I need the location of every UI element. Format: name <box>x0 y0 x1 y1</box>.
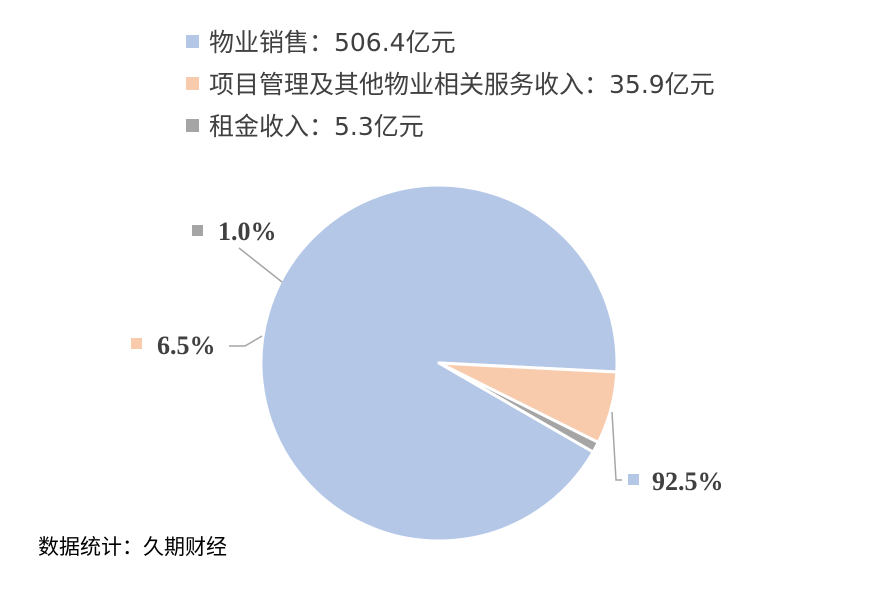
legend-swatch-project-management <box>186 76 199 90</box>
leader-line-rental-income <box>238 247 283 283</box>
legend-label-property-sales: 物业销售：506.4亿元 <box>209 28 456 57</box>
data-label-property-sales: 92.5% <box>652 467 724 496</box>
pie-slice-property-sales <box>259 183 619 543</box>
data-label-rental-income: 1.0% <box>218 217 277 246</box>
legend-swatch-rental-income <box>186 118 199 132</box>
legend-label-project-management: 项目管理及其他物业相关服务收入：35.9亿元 <box>209 70 715 99</box>
leader-line-property-sales <box>611 411 622 481</box>
legend-item-project-management: 项目管理及其他物业相关服务收入：35.9亿元 <box>186 62 715 104</box>
legend-label-rental-income: 租金收入：5.3亿元 <box>209 112 424 141</box>
data-label-swatch-project-management <box>131 338 142 349</box>
legend-item-property-sales: 物业销售：506.4亿元 <box>186 20 715 62</box>
pie-slice-rental-income <box>437 361 600 454</box>
data-label-swatch-property-sales <box>628 474 639 485</box>
source-note: 数据统计：久期财经 <box>38 535 227 559</box>
data-label-project-management: 6.5% <box>157 331 216 360</box>
legend-swatch-property-sales <box>186 34 199 48</box>
legend-item-rental-income: 租金收入：5.3亿元 <box>186 104 715 146</box>
data-label-swatch-rental-income <box>192 225 203 236</box>
chart-legend: 物业销售：506.4亿元 项目管理及其他物业相关服务收入：35.9亿元 租金收入… <box>186 20 715 146</box>
leader-line-project-management <box>229 335 263 347</box>
